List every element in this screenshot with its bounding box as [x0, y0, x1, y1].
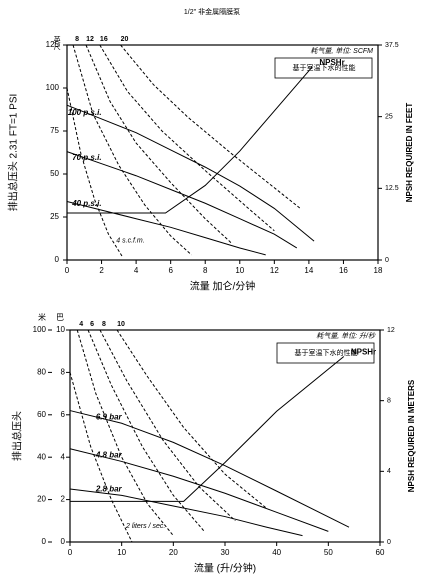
box-note: 基于室温下水的性能 [293, 63, 356, 72]
x-tick-label: 12 [270, 266, 279, 275]
series-line [66, 87, 123, 257]
air-label: 8 [102, 321, 106, 328]
air-label: 4 s.c.f.m. [116, 237, 144, 244]
x-tick-label: 0 [65, 266, 70, 275]
ym-tick-label: 100 [33, 325, 47, 334]
pressure-label: 70 p.s.i. [72, 153, 101, 162]
y-unit: 巴 [56, 313, 64, 322]
y2-tick-label: 37.5 [385, 42, 399, 49]
series-line [99, 329, 236, 522]
air-label: 8 [75, 36, 79, 43]
y2-tick-label: 4 [387, 468, 391, 475]
pressure-label: 40 p.s.i. [71, 199, 101, 208]
y-tick-label: 100 [46, 83, 60, 92]
note-box [276, 342, 375, 364]
x-tick-label: 16 [339, 266, 348, 275]
series-line [66, 151, 298, 249]
series-line [87, 329, 205, 532]
pressure-label: 100 p.s.i. [68, 108, 102, 117]
air-label: 6 [90, 321, 94, 328]
series-line [99, 44, 275, 232]
npsh-label: NPSHr [351, 348, 376, 357]
x-tick-label: 4 [134, 266, 139, 275]
note-box [274, 57, 373, 79]
x-tick-label: 18 [374, 266, 383, 275]
series-line [67, 66, 313, 214]
pressure-label: 4.8 bar [95, 451, 123, 460]
y-tick-label: 10 [56, 325, 65, 334]
series-line [69, 372, 133, 543]
x-tick-label: 8 [203, 266, 208, 275]
y2-tick-label: 0 [385, 257, 389, 264]
series-line [72, 44, 192, 256]
box-note: 基于室温下水的性能 [295, 348, 358, 357]
y-tick-label: 50 [50, 169, 59, 178]
ym-unit: 米 [38, 312, 46, 322]
air-label: 2 liters / sec. [125, 523, 165, 530]
y2-tick-label: 0 [387, 539, 391, 546]
x-tick-label: 40 [272, 548, 281, 557]
y-tick-label: 6 [61, 410, 66, 419]
x-tick-label: 10 [235, 266, 244, 275]
ym-tick-label: 0 [42, 537, 47, 546]
series-line [76, 329, 174, 536]
air-note: 耗气量, 单位: 升/秒 [316, 332, 376, 340]
x-label: 流量 加仑/分钟 [190, 280, 256, 293]
y-tick-label: 25 [50, 212, 59, 221]
series-line [69, 448, 329, 532]
y2-tick-label: 25 [385, 114, 393, 121]
npsh-label: NPSHr [319, 58, 344, 67]
y-tick-label: 8 [61, 368, 66, 377]
air-label: 4 [79, 321, 83, 328]
y-tick-label: 0 [61, 537, 66, 546]
series-line [66, 201, 266, 256]
x-tick-label: 2 [99, 266, 104, 275]
x-tick-label: 10 [117, 548, 126, 557]
series-line [69, 410, 350, 528]
y2-label: NPSH REQUIRED IN METERS [407, 379, 416, 492]
x-tick-label: 60 [376, 548, 385, 557]
x-tick-label: 30 [221, 548, 230, 557]
pressure-label: 6.9 bar [96, 412, 123, 421]
series-line [120, 44, 301, 209]
y-label: 排出总压头 2.31 FT=1 PSI [7, 94, 20, 212]
y2-tick-label: 12 [387, 327, 395, 334]
y2-label: NPSH REQUIRED IN FEET [405, 103, 414, 203]
plot-frame [66, 44, 379, 261]
x-label: 流量 (升/分钟) [194, 562, 256, 575]
y2-tick-label: 8 [387, 398, 391, 405]
y-tick-label: 125 [46, 40, 60, 49]
x-tick-label: 0 [68, 548, 73, 557]
ym-tick-label: 80 [37, 368, 46, 377]
y-unit: 英尺 [53, 35, 61, 51]
x-tick-label: 14 [304, 266, 313, 275]
page-title: 1/2" 非金属隔膜泵 [184, 7, 240, 16]
ym-tick-label: 20 [37, 495, 46, 504]
x-tick-label: 20 [169, 548, 178, 557]
pressure-label: 2.8 bar [95, 484, 123, 493]
y-tick-label: 75 [50, 126, 59, 135]
y-tick-label: 0 [55, 255, 60, 264]
y-label: 排出总压头 [11, 411, 24, 461]
series-line [69, 488, 303, 537]
air-label: 16 [100, 36, 108, 43]
air-label: 10 [117, 321, 125, 328]
y-tick-label: 4 [61, 452, 66, 461]
series-line [66, 104, 315, 242]
ym-tick-label: 60 [37, 410, 46, 419]
x-tick-label: 6 [168, 266, 173, 275]
series-line [85, 44, 232, 244]
x-tick-label: 50 [324, 548, 333, 557]
air-label: 20 [121, 36, 129, 43]
y-tick-label: 2 [61, 495, 66, 504]
series-line [70, 356, 345, 502]
air-label: 12 [86, 36, 94, 43]
y2-tick-label: 12.5 [385, 185, 399, 192]
ym-tick-label: 40 [37, 452, 46, 461]
series-line [116, 329, 267, 509]
air-note: 耗气量, 单位: SCFM [310, 47, 373, 55]
